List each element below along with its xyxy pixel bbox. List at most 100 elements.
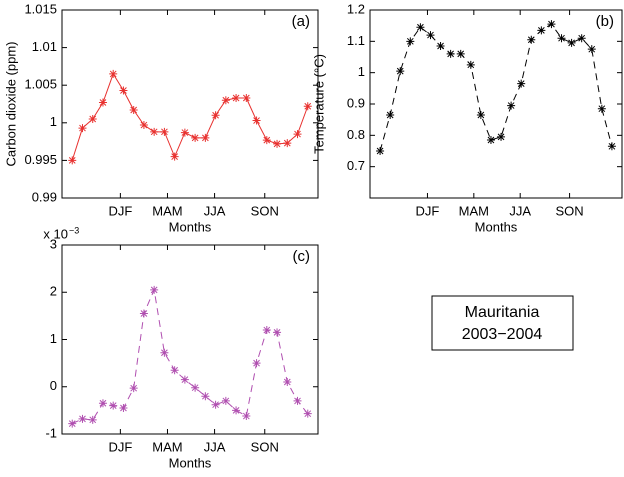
marker <box>426 31 435 40</box>
marker <box>170 152 179 161</box>
panel-label: (a) <box>292 13 310 30</box>
marker <box>98 98 107 107</box>
marker <box>129 384 138 393</box>
marker <box>293 130 302 139</box>
marker <box>537 26 546 35</box>
marker <box>150 285 159 294</box>
marker <box>201 133 210 142</box>
x-tick-label: MAM <box>152 203 182 218</box>
marker <box>180 128 189 137</box>
y-tick-label: 2 <box>50 284 57 299</box>
marker <box>211 400 220 409</box>
annotation-box <box>431 295 574 351</box>
y-tick-label: 0.8 <box>347 127 365 142</box>
x-tick-label: SON <box>251 203 279 218</box>
marker <box>497 132 506 141</box>
annotation-line: 2003−2004 <box>462 326 543 343</box>
x-tick-label: JJA <box>204 203 226 218</box>
marker <box>211 111 220 120</box>
marker <box>557 34 566 43</box>
marker <box>78 124 87 133</box>
marker <box>109 69 118 78</box>
y-tick-label: 0 <box>50 378 57 393</box>
x-tick-label: MAM <box>459 203 489 218</box>
marker <box>273 139 282 148</box>
plot-area <box>61 244 319 435</box>
annotation-line: Mauritania <box>465 304 540 321</box>
y-tick-label: 3 <box>50 236 57 251</box>
y-tick-label: 1 <box>50 331 57 346</box>
marker <box>577 34 586 43</box>
marker <box>476 110 485 119</box>
marker <box>386 110 395 119</box>
marker <box>221 396 230 405</box>
y-tick-label: 0.9 <box>347 95 365 110</box>
marker <box>396 67 405 76</box>
marker <box>303 409 312 418</box>
x-tick-label: SON <box>251 439 279 454</box>
marker <box>283 139 292 148</box>
marker <box>507 101 516 110</box>
y-tick-label: -1 <box>45 425 57 440</box>
panel-label: (c) <box>293 248 311 265</box>
marker <box>191 133 200 142</box>
marker <box>119 404 128 413</box>
marker <box>587 45 596 54</box>
y-axis-label: Carbon dioxide (ppm) <box>3 41 18 166</box>
y-tick-label: 1.1 <box>347 33 365 48</box>
marker <box>456 49 465 58</box>
y-axis-label: Temperature (°C) <box>311 54 326 154</box>
marker <box>242 412 251 421</box>
marker <box>232 93 241 102</box>
marker <box>98 399 107 408</box>
x-axis-label: Months <box>169 455 212 470</box>
marker <box>466 60 475 69</box>
y-tick-label: 1.005 <box>24 77 57 92</box>
marker <box>597 104 606 113</box>
marker <box>119 86 128 95</box>
y-tick-label: 1.01 <box>32 39 57 54</box>
marker <box>376 147 385 155</box>
marker <box>109 401 118 410</box>
x-axis-label: Months <box>169 219 212 234</box>
marker <box>527 35 536 44</box>
x-tick-label: JJA <box>509 203 531 218</box>
y-tick-label: 1 <box>358 64 365 79</box>
x-tick-label: MAM <box>152 439 182 454</box>
marker <box>517 79 526 88</box>
marker <box>160 127 169 136</box>
y-multiplier: x 10 <box>43 226 68 241</box>
marker <box>567 38 576 47</box>
marker <box>262 326 271 335</box>
marker <box>139 121 148 130</box>
marker <box>273 328 282 337</box>
x-tick-label: SON <box>555 203 583 218</box>
marker <box>607 142 616 151</box>
marker <box>242 93 251 102</box>
x-tick-label: DJF <box>416 203 440 218</box>
x-tick-label: DJF <box>108 203 132 218</box>
marker <box>446 49 455 58</box>
marker <box>232 406 241 415</box>
data-line <box>71 72 309 161</box>
marker <box>252 116 261 125</box>
marker <box>293 396 302 405</box>
marker <box>170 366 179 375</box>
marker <box>303 102 312 111</box>
marker <box>160 348 169 357</box>
marker <box>191 383 200 392</box>
marker <box>406 37 415 46</box>
marker <box>78 414 87 423</box>
x-tick-label: DJF <box>108 439 132 454</box>
y-tick-label: 1.2 <box>347 1 365 16</box>
y-tick-label: 1 <box>50 114 57 129</box>
y-tick-label: 0.7 <box>347 158 365 173</box>
plot-area <box>61 9 319 199</box>
marker <box>283 378 292 387</box>
marker <box>486 136 495 145</box>
y-tick-label: 1.015 <box>24 1 57 16</box>
y-tick-label: 0.99 <box>32 189 57 204</box>
x-axis-label: Months <box>475 219 518 234</box>
marker <box>180 375 189 384</box>
